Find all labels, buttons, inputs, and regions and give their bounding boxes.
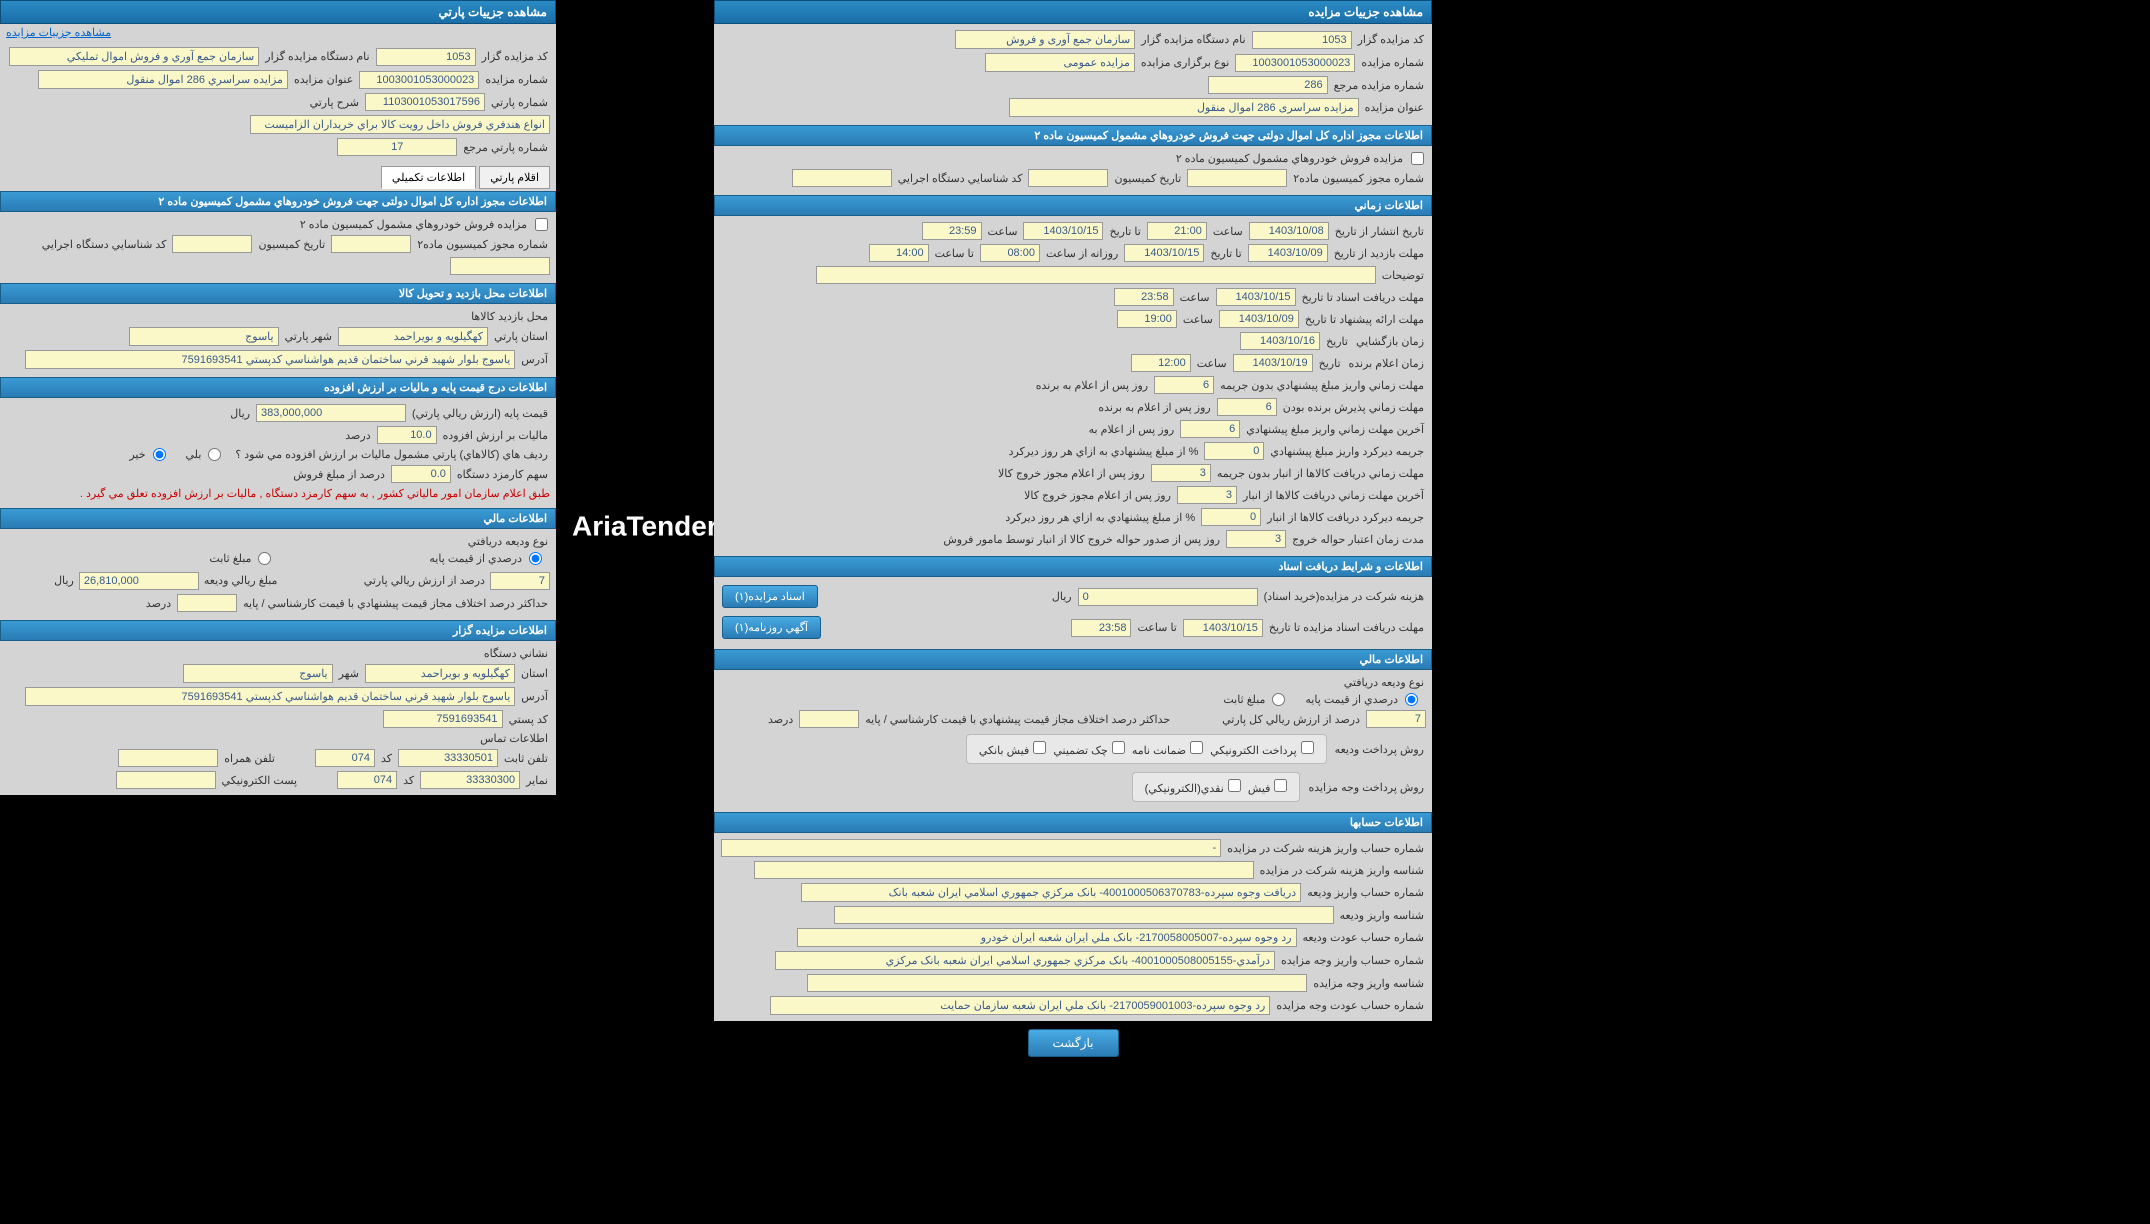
tab-extra[interactable]: اطلاعات تکمیلي xyxy=(381,166,476,189)
vat-no[interactable] xyxy=(153,448,166,461)
org-field: سازمان جمع آوری و فروش xyxy=(955,30,1135,49)
docs-header: اطلاعات و شرایط دریافت اسناد xyxy=(714,556,1432,577)
org-label: نام دستگاه مزایده گزار xyxy=(1139,33,1247,46)
percent-radio[interactable] xyxy=(1405,693,1418,706)
lot-pct-radio[interactable] xyxy=(529,552,542,565)
vat-yes[interactable] xyxy=(208,448,221,461)
fixed-radio[interactable] xyxy=(1272,693,1285,706)
lot-header: مشاهده جزییات پارتي xyxy=(0,0,556,24)
auction-title: مزایده سراسری 286 اموال منقول xyxy=(1009,98,1359,117)
cb-receipt[interactable] xyxy=(1033,741,1046,754)
cb-guarantee[interactable] xyxy=(1190,741,1203,754)
docs-btn[interactable]: اسناد مزایده(۱) xyxy=(722,585,818,608)
permit-header: اطلاعات مجوز اداره کل اموال دولتی جهت فر… xyxy=(714,125,1432,146)
newspaper-btn[interactable]: آگهي روزنامه(۱) xyxy=(722,616,821,639)
lot-car-checkbox[interactable] xyxy=(535,218,548,231)
code-label: کد مزایده گزار xyxy=(1356,33,1426,46)
ref-num: 286 xyxy=(1208,76,1328,94)
code-field: 1053 xyxy=(1252,31,1352,49)
tab-items[interactable]: اقلام پارتي xyxy=(479,166,550,189)
auction-details-panel: مشاهده جزییات مزایده کد مزایده گزار 1053… xyxy=(714,0,1432,994)
auction-num: 1003001053000023 xyxy=(1235,54,1355,72)
panel-header: مشاهده جزییات مزایده xyxy=(714,0,1432,24)
financial-header: اطلاعات مالي xyxy=(714,649,1432,670)
cb-check[interactable] xyxy=(1112,741,1125,754)
cb-fish[interactable] xyxy=(1274,779,1287,792)
lot-details-panel: مشاهده جزییات پارتي مشاهده جزییات مزایده… xyxy=(0,0,556,710)
lot-fixed-radio[interactable] xyxy=(258,552,271,565)
auction-type: مزایده عمومی xyxy=(985,53,1135,72)
time-header: اطلاعات زماني xyxy=(714,195,1432,216)
vat-note: طبق اعلام سازمان امور مالیاتي کشور , به … xyxy=(80,487,550,500)
car-sale-checkbox[interactable] xyxy=(1411,152,1424,165)
cb-electronic[interactable] xyxy=(1301,741,1314,754)
accounts-header: اطلاعات حسابها xyxy=(714,812,1432,833)
cb-cash[interactable] xyxy=(1228,779,1241,792)
view-auction-link[interactable]: مشاهده جزییات مزایده xyxy=(6,27,111,39)
return-button[interactable]: بازگشت xyxy=(1028,1029,1119,1057)
